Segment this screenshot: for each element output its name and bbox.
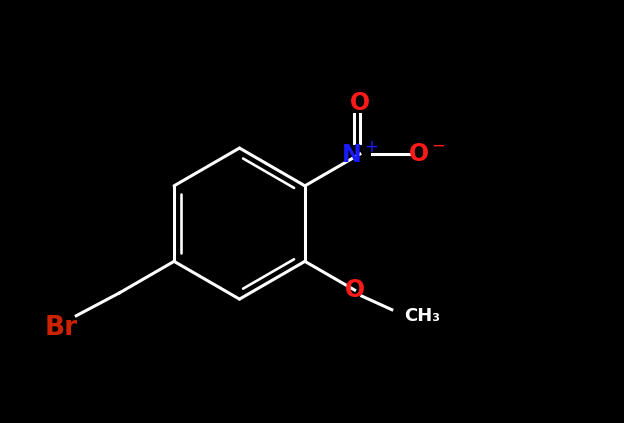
Text: N$^+$: N$^+$ — [341, 142, 379, 167]
Text: CH₃: CH₃ — [404, 307, 440, 325]
Text: O$^-$: O$^-$ — [407, 142, 445, 166]
Text: O: O — [344, 278, 364, 302]
Text: O: O — [350, 91, 370, 115]
Text: Br: Br — [44, 315, 78, 341]
